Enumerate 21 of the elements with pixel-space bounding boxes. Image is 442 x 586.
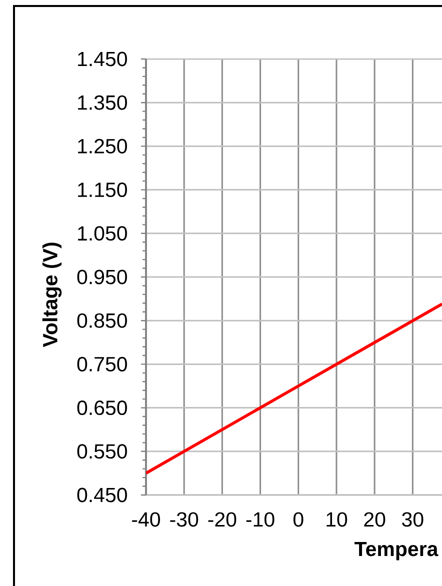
y-axis-title: Voltage (V) (42, 242, 62, 348)
y-tick-label: 1.050 (78, 226, 127, 241)
x-tick-label: -10 (246, 512, 274, 527)
y-tick-label: 0.950 (77, 270, 127, 284)
x-tick-label: -40 (132, 512, 160, 527)
x-tick-label: -20 (208, 512, 236, 527)
x-tick-label: 20 (364, 512, 386, 527)
x-tick-label: 0 (293, 512, 304, 527)
y-tick-label: 0.450 (77, 488, 127, 502)
x-tick-label: 30 (402, 512, 424, 527)
y-tick-label: 0.550 (77, 444, 127, 459)
y-tick-label: 1.250 (78, 138, 127, 154)
x-tick-label: -30 (170, 512, 198, 527)
x-tick-label: 10 (326, 512, 348, 527)
y-tick-label: 0.850 (77, 313, 127, 328)
y-tick-label: 1.150 (78, 182, 127, 198)
y-tick-label: 1.450 (78, 52, 127, 66)
x-axis-title: Tempera (354, 542, 438, 560)
y-tick-label: 1.350 (78, 95, 127, 110)
y-tick-label: 0.650 (77, 400, 127, 416)
y-tick-label: 0.750 (77, 356, 127, 372)
